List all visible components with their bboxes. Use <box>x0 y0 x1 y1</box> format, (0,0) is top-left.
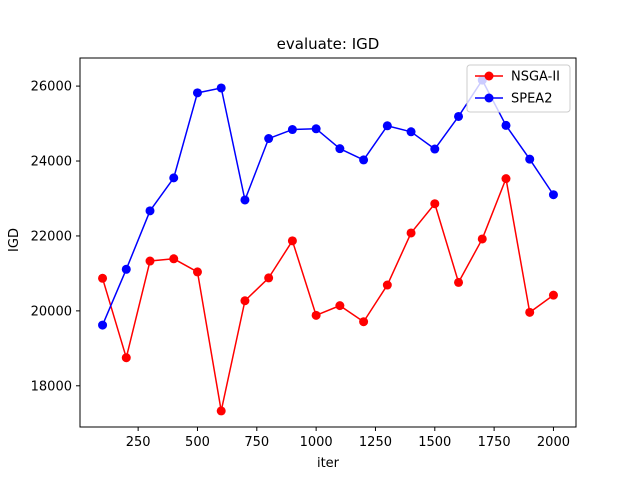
legend: NSGA-II SPEA2 <box>466 64 571 113</box>
legend-label-nsga-ii: NSGA-II <box>511 70 560 85</box>
y-tick-label: 24000 <box>31 155 72 170</box>
x-tick-label: 1750 <box>478 435 511 450</box>
plot-area <box>79 57 577 428</box>
data-point-nsga-ii <box>287 236 297 246</box>
data-point-nsga-ii <box>477 234 487 244</box>
y-tick-label: 18000 <box>31 379 72 394</box>
data-point-nsga-ii <box>98 273 108 283</box>
data-point-spea2 <box>359 155 369 165</box>
data-point-spea2 <box>264 134 274 144</box>
y-tick-label: 20000 <box>31 304 72 319</box>
data-point-nsga-ii <box>430 199 440 209</box>
data-point-nsga-ii <box>359 317 369 327</box>
data-point-spea2 <box>192 88 202 98</box>
x-tick-label: 750 <box>244 435 269 450</box>
data-point-nsga-ii <box>121 353 131 363</box>
data-point-spea2 <box>382 121 392 131</box>
y-tick-label: 22000 <box>31 229 72 244</box>
data-point-nsga-ii <box>169 254 179 264</box>
y-tick-label: 26000 <box>31 80 72 95</box>
series-layer <box>98 75 558 416</box>
legend-marker-spea2 <box>484 93 494 103</box>
plot-frame <box>79 57 577 428</box>
x-tick-label: 1000 <box>300 435 333 450</box>
data-point-spea2 <box>311 124 321 134</box>
data-point-spea2 <box>169 173 179 183</box>
data-point-spea2 <box>454 111 464 121</box>
data-point-nsga-ii <box>216 406 226 416</box>
data-point-spea2 <box>548 190 558 200</box>
data-point-nsga-ii <box>525 307 535 317</box>
data-point-spea2 <box>145 206 155 216</box>
x-tick-label: 1250 <box>359 435 392 450</box>
data-point-nsga-ii <box>454 277 464 287</box>
data-point-nsga-ii <box>382 280 392 290</box>
y-axis: 18000 20000 22000 24000 26000 <box>31 80 80 394</box>
x-axis: 250 500 750 1000 1250 1500 1750 2000 <box>126 427 570 450</box>
data-point-nsga-ii <box>145 256 155 266</box>
data-point-spea2 <box>287 125 297 135</box>
chart-title: evaluate: IGD <box>277 35 380 53</box>
data-point-spea2 <box>335 144 345 154</box>
data-point-spea2 <box>98 320 108 330</box>
data-point-spea2 <box>240 195 250 205</box>
legend-marker-nsga-ii <box>484 71 494 81</box>
legend-label-spea2: SPEA2 <box>511 92 552 107</box>
data-point-spea2 <box>406 127 416 137</box>
x-tick-label: 250 <box>126 435 151 450</box>
data-point-spea2 <box>501 120 511 130</box>
x-axis-label: iter <box>317 456 340 471</box>
data-point-spea2 <box>525 154 535 164</box>
data-point-spea2 <box>430 144 440 154</box>
series-line-nsga-ii <box>101 177 554 412</box>
data-point-spea2 <box>121 264 131 274</box>
x-tick-label: 1500 <box>418 435 451 450</box>
data-point-nsga-ii <box>406 228 416 238</box>
x-tick-label: 2000 <box>537 435 570 450</box>
data-point-nsga-ii <box>501 174 511 184</box>
data-point-nsga-ii <box>240 296 250 306</box>
x-tick-label: 500 <box>185 435 210 450</box>
data-point-nsga-ii <box>335 301 345 311</box>
data-point-nsga-ii <box>264 273 274 283</box>
y-axis-label: IGD <box>7 228 22 252</box>
data-point-nsga-ii <box>311 310 321 320</box>
data-point-nsga-ii <box>192 267 202 277</box>
data-point-nsga-ii <box>548 290 558 300</box>
data-point-spea2 <box>216 83 226 93</box>
